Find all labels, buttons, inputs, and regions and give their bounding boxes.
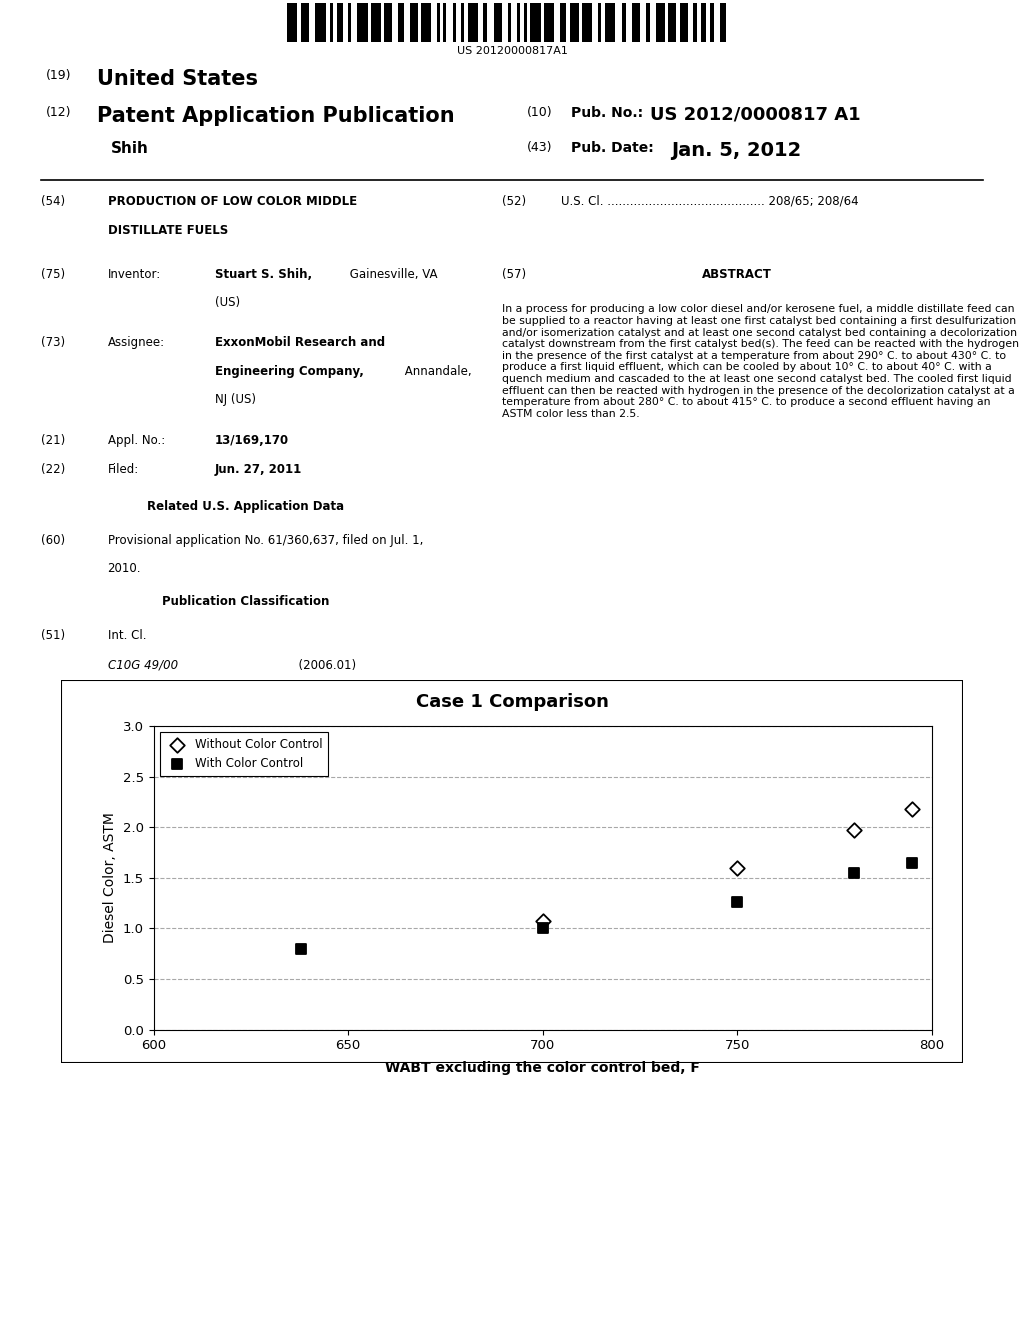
Text: United States: United States <box>97 70 258 90</box>
Bar <box>646 3 650 42</box>
Bar <box>437 3 440 42</box>
Bar <box>453 3 456 42</box>
Bar <box>384 3 392 42</box>
Bar <box>680 3 688 42</box>
Without Color Control <box>904 799 921 820</box>
Bar <box>330 3 333 42</box>
Bar <box>301 3 309 42</box>
Text: U.S. Cl. .......................................... 208/65; 208/64: U.S. Cl. ...............................… <box>561 194 859 207</box>
Bar <box>517 3 520 42</box>
Bar <box>508 3 511 42</box>
Bar <box>710 3 714 42</box>
Text: Jun. 27, 2011: Jun. 27, 2011 <box>215 463 302 477</box>
Text: (12): (12) <box>46 106 72 119</box>
Bar <box>468 3 478 42</box>
Bar <box>315 3 326 42</box>
Text: Gainesville, VA: Gainesville, VA <box>346 268 437 281</box>
Bar <box>622 3 626 42</box>
Bar <box>287 3 297 42</box>
Text: DISTILLATE FUELS: DISTILLATE FUELS <box>108 224 227 236</box>
Text: Patent Application Publication: Patent Application Publication <box>97 106 455 125</box>
Text: Annandale,: Annandale, <box>401 364 472 378</box>
Text: Pub. Date:: Pub. Date: <box>571 141 654 154</box>
Text: (10): (10) <box>527 106 553 119</box>
Text: (2006.01): (2006.01) <box>261 659 356 672</box>
Bar <box>371 3 381 42</box>
Text: PRODUCTION OF LOW COLOR MIDDLE: PRODUCTION OF LOW COLOR MIDDLE <box>108 194 356 207</box>
Bar <box>598 3 601 42</box>
Bar <box>693 3 697 42</box>
Bar <box>494 3 502 42</box>
Text: (57): (57) <box>502 268 526 281</box>
Text: Inventor:: Inventor: <box>108 268 161 281</box>
Text: (52): (52) <box>502 194 526 207</box>
Text: (54): (54) <box>41 194 66 207</box>
Without Color Control <box>535 911 551 932</box>
With Color Control <box>904 853 921 874</box>
Text: (60): (60) <box>41 535 66 546</box>
Text: Int. Cl.: Int. Cl. <box>108 630 146 643</box>
Text: Engineering Company,: Engineering Company, <box>215 364 364 378</box>
Bar <box>560 3 566 42</box>
Bar <box>530 3 541 42</box>
Bar <box>337 3 343 42</box>
Text: Case 1 Comparison: Case 1 Comparison <box>416 693 608 711</box>
Text: ExxonMobil Research and: ExxonMobil Research and <box>215 337 385 350</box>
Bar <box>410 3 418 42</box>
Bar <box>570 3 579 42</box>
Bar <box>483 3 487 42</box>
Text: US 2012/0000817 A1: US 2012/0000817 A1 <box>650 106 861 124</box>
With Color Control <box>846 862 862 883</box>
Without Color Control <box>729 857 745 878</box>
Bar <box>524 3 527 42</box>
Text: (US): (US) <box>215 296 241 309</box>
Bar <box>668 3 676 42</box>
Text: Filed:: Filed: <box>108 463 139 477</box>
Bar <box>461 3 464 42</box>
Bar <box>398 3 404 42</box>
Text: (19): (19) <box>46 70 72 82</box>
Bar <box>720 3 726 42</box>
Text: (73): (73) <box>41 337 66 350</box>
Text: (51): (51) <box>41 630 66 643</box>
Text: ABSTRACT: ABSTRACT <box>702 268 772 281</box>
Text: C10G 49/00: C10G 49/00 <box>108 659 177 672</box>
Y-axis label: Diesel Color, ASTM: Diesel Color, ASTM <box>103 812 117 944</box>
Bar <box>443 3 446 42</box>
Text: Shih: Shih <box>111 141 148 156</box>
Bar <box>701 3 706 42</box>
With Color Control <box>293 939 309 960</box>
Bar <box>544 3 554 42</box>
Text: (22): (22) <box>41 463 66 477</box>
Bar <box>357 3 368 42</box>
Text: Appl. No.:: Appl. No.: <box>108 434 165 447</box>
Text: In a process for producing a low color diesel and/or kerosene fuel, a middle dis: In a process for producing a low color d… <box>502 305 1019 418</box>
Text: Pub. No.:: Pub. No.: <box>571 106 643 120</box>
Text: (75): (75) <box>41 268 66 281</box>
Bar <box>605 3 615 42</box>
Text: (43): (43) <box>527 141 553 154</box>
Text: (21): (21) <box>41 434 66 447</box>
Bar <box>656 3 665 42</box>
With Color Control <box>729 891 745 912</box>
Bar <box>421 3 431 42</box>
Bar <box>632 3 640 42</box>
Text: 2010.: 2010. <box>108 562 141 576</box>
Text: US 20120000817A1: US 20120000817A1 <box>457 46 567 57</box>
Legend: Without Color Control, With Color Control: Without Color Control, With Color Contro… <box>160 731 329 776</box>
Text: 13/169,170: 13/169,170 <box>215 434 289 447</box>
Text: Related U.S. Application Data: Related U.S. Application Data <box>147 500 344 512</box>
Text: Jan. 5, 2012: Jan. 5, 2012 <box>671 141 801 160</box>
With Color Control <box>535 917 551 939</box>
Text: Stuart S. Shih,: Stuart S. Shih, <box>215 268 312 281</box>
Bar <box>348 3 351 42</box>
Text: Provisional application No. 61/360,637, filed on Jul. 1,: Provisional application No. 61/360,637, … <box>108 535 423 546</box>
Text: NJ (US): NJ (US) <box>215 393 256 405</box>
Text: Assignee:: Assignee: <box>108 337 165 350</box>
Bar <box>582 3 592 42</box>
X-axis label: WABT excluding the color control bed, F: WABT excluding the color control bed, F <box>385 1061 700 1074</box>
Text: Publication Classification: Publication Classification <box>162 595 330 609</box>
Without Color Control <box>846 820 862 841</box>
